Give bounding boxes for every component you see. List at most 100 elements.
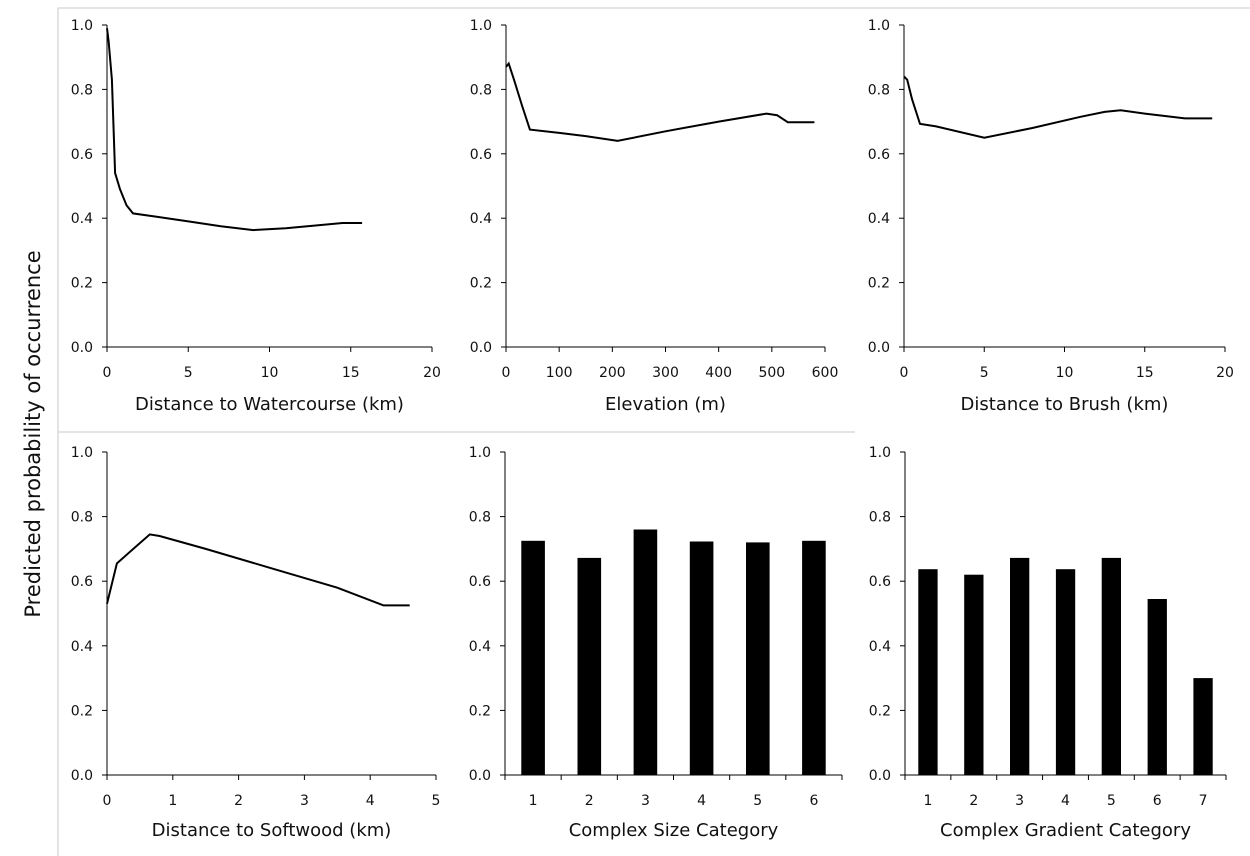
y-tick-label: 0.8: [71, 510, 93, 526]
x-tick-label: 15: [342, 365, 360, 381]
y-tick-label: 0.2: [71, 276, 93, 292]
x-axis-label: Distance to Softwood (km): [152, 820, 392, 841]
x-axis-label: Complex Size Category: [569, 820, 779, 841]
y-tick-label: 0.2: [868, 276, 890, 292]
y-tick-label: 0.0: [71, 768, 93, 784]
panel-2: 0.0 0.2 0.4 0.6 0.8 1.0 0 100 200 300 400 500 600 Ele…: [470, 18, 839, 415]
x-axis-label: Distance to Brush (km): [961, 394, 1169, 415]
x-tick-label: 400: [705, 365, 732, 381]
x-tick-label: 6: [1153, 793, 1162, 809]
y-tick-label: 0.8: [71, 82, 93, 98]
x-tick-label: 5: [980, 365, 989, 381]
x-tick-label: 500: [758, 365, 785, 381]
x-tick-label: 20: [423, 365, 441, 381]
y-tick-label: 1.0: [71, 18, 93, 34]
x-tick-label: 3: [300, 793, 309, 809]
x-tick-label: 3: [1015, 793, 1024, 809]
y-tick-label: 0.2: [470, 276, 492, 292]
y-tick-label: 0.4: [868, 211, 890, 227]
y-tick-label: 0.4: [71, 211, 93, 227]
x-tick-label: 5: [432, 793, 441, 809]
series-line: [106, 533, 410, 607]
panel-3: 0.0 0.2 0.4 0.6 0.8 1.0 0 5 10 15 20 Distance to Br…: [868, 18, 1234, 415]
x-tick-label: 5: [753, 793, 762, 809]
x-tick-label: 2: [585, 793, 594, 809]
x-tick-label: 4: [1061, 793, 1070, 809]
x-tick-label: 15: [1136, 365, 1154, 381]
x-tick-label: 1: [923, 793, 932, 809]
panel-5: 0.0 0.2 0.4 0.6 0.8 1.0 1 2 3 4 5 6 Complex Size Cat…: [469, 445, 843, 841]
x-tick-label: 10: [261, 365, 279, 381]
y-tick-label: 0.6: [869, 574, 891, 590]
y-tick-label: 0.8: [868, 82, 890, 98]
y-tick-label: 1.0: [469, 445, 491, 461]
panel-4: 0.0 0.2 0.4 0.6 0.8 1.0 0 1 2 3 4 5 Distance to Soft…: [71, 445, 441, 841]
y-axis-label: Predicted probability of occurrence: [21, 250, 45, 617]
x-tick-label: 300: [652, 365, 679, 381]
series-line: [505, 61, 815, 142]
bar: [577, 557, 602, 775]
x-tick-label: 100: [546, 365, 573, 381]
x-tick-label: 200: [599, 365, 626, 381]
y-tick-label: 0.6: [469, 574, 491, 590]
series-line: [106, 28, 363, 232]
y-tick-label: 0.4: [470, 211, 492, 227]
x-tick-label: 20: [1216, 365, 1234, 381]
y-tick-label: 1.0: [470, 18, 492, 34]
x-tick-label: 5: [1107, 793, 1116, 809]
bar: [633, 529, 658, 775]
y-tick-label: 0.8: [869, 510, 891, 526]
x-tick-label: 10: [1056, 365, 1074, 381]
y-tick-label: 0.0: [869, 768, 891, 784]
x-tick-label: 1: [168, 793, 177, 809]
x-tick-label: 7: [1199, 793, 1208, 809]
y-tick-label: 0.8: [469, 510, 491, 526]
bar: [1101, 557, 1121, 775]
x-tick-label: 2: [234, 793, 243, 809]
x-axis-label: Distance to Watercourse (km): [135, 394, 404, 415]
x-tick-label: 4: [366, 793, 375, 809]
y-tick-label: 0.8: [470, 82, 492, 98]
x-tick-label: 0: [103, 365, 112, 381]
bar: [918, 569, 938, 775]
y-tick-label: 0.6: [868, 147, 890, 163]
panel-1: 0.0 0.2 0.4 0.6 0.8 1.0 0 5 10 15 20 Distance to Wa…: [71, 18, 441, 415]
x-tick-label: 0: [900, 365, 909, 381]
bar: [1055, 569, 1076, 775]
x-tick-label: 0: [103, 793, 112, 809]
bar: [964, 574, 984, 775]
y-tick-label: 1.0: [71, 445, 93, 461]
y-tick-label: 1.0: [868, 18, 890, 34]
x-tick-label: 0: [502, 365, 511, 381]
y-tick-label: 0.2: [469, 703, 491, 719]
y-tick-label: 0.4: [469, 639, 491, 655]
x-axis-label: Complex Gradient Category: [940, 820, 1191, 841]
x-tick-label: 2: [969, 793, 978, 809]
bar: [521, 540, 545, 775]
y-tick-label: 0.2: [71, 703, 93, 719]
bar: [746, 542, 770, 775]
y-tick-label: 0.0: [470, 340, 492, 356]
y-tick-label: 0.0: [868, 340, 890, 356]
bar: [1147, 599, 1167, 775]
x-tick-label: 3: [641, 793, 650, 809]
y-tick-label: 0.0: [71, 340, 93, 356]
y-tick-label: 1.0: [869, 445, 891, 461]
bar: [1193, 678, 1213, 775]
bar: [1010, 557, 1030, 775]
y-tick-label: 0.4: [71, 639, 93, 655]
x-tick-label: 4: [697, 793, 706, 809]
x-axis-label: Elevation (m): [605, 394, 726, 415]
series-line: [903, 75, 1213, 139]
y-tick-label: 0.4: [869, 639, 891, 655]
panel-6: 0.0 0.2 0.4 0.6 0.8 1.0 1 2 3 4 5 6 7 Complex Gradien…: [869, 445, 1227, 841]
y-tick-label: 0.6: [470, 147, 492, 163]
bar: [689, 541, 714, 775]
y-tick-label: 0.2: [869, 703, 891, 719]
x-tick-label: 5: [184, 365, 193, 381]
x-tick-label: 600: [812, 365, 839, 381]
y-tick-label: 0.0: [469, 768, 491, 784]
y-tick-label: 0.6: [71, 147, 93, 163]
